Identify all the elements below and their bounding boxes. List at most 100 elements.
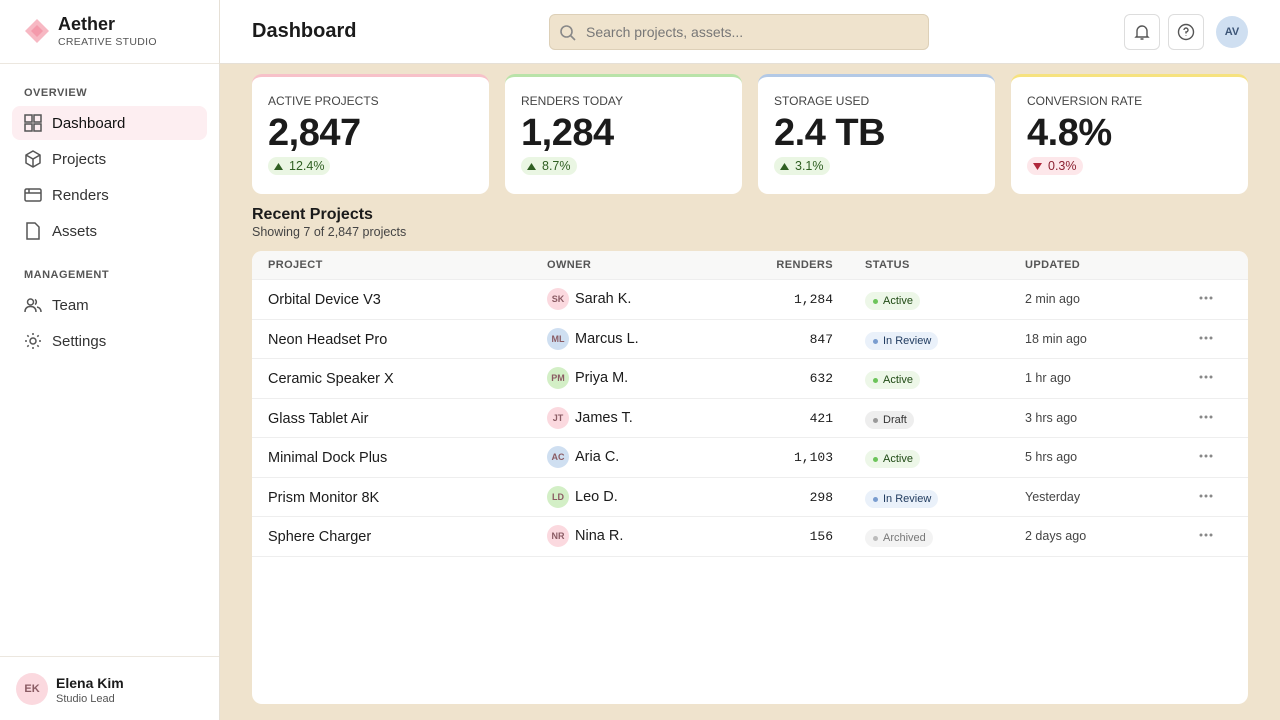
renders: 632 xyxy=(809,371,833,386)
stat-card: STORAGE USED 2.4 TB 3.1% xyxy=(758,74,995,194)
stat-change: 8.7% xyxy=(521,157,577,175)
owner-avatar: LD xyxy=(547,485,569,508)
owner: JT James T. xyxy=(547,406,633,429)
user-profile[interactable]: EK Elena Kim Studio Lead xyxy=(0,656,219,720)
nav-label: Assets xyxy=(52,222,98,240)
help-icon xyxy=(1177,23,1195,41)
row-menu[interactable] xyxy=(1198,488,1214,508)
owner-name: Nina R. xyxy=(575,528,624,544)
stat-change: 12.4% xyxy=(268,157,331,175)
section-subtitle: Showing 7 of 2,847 projects xyxy=(252,225,407,239)
more-icon xyxy=(1199,454,1213,458)
brand-subtitle: CREATIVE STUDIO xyxy=(58,36,157,48)
updated: 2 min ago xyxy=(1025,292,1080,306)
owner-avatar: AC xyxy=(547,446,569,468)
topbar: Dashboard Search projects, assets... AV xyxy=(220,0,1280,64)
table-row[interactable]: Minimal Dock Plus AC Aria C. 1,103 Active 5 h… xyxy=(252,438,1248,478)
owner-name: Aria C. xyxy=(575,449,620,465)
table-row[interactable]: Ceramic Speaker X PM Priya M. 632 Active 1 hr… xyxy=(252,359,1248,399)
owner-avatar: JT xyxy=(547,406,569,429)
project-name: Sphere Charger xyxy=(268,529,372,545)
renders: 1,103 xyxy=(793,450,833,465)
header-avatar[interactable]: AV xyxy=(1216,16,1248,48)
nav-label: Team xyxy=(52,296,89,314)
status-badge: Active xyxy=(865,292,920,310)
owner: ML Marcus L. xyxy=(547,327,639,350)
stat-change-value: 12.4% xyxy=(289,159,325,173)
project-name: Minimal Dock Plus xyxy=(268,450,388,466)
icon xyxy=(25,333,41,349)
status-badge: In Review xyxy=(865,489,939,508)
nav-label: Projects xyxy=(52,150,107,168)
nav-label: Settings xyxy=(52,332,107,350)
table-header: PROJECT OWNER RENDERS STATUS UPDATED xyxy=(252,251,1248,280)
updated: 2 days ago xyxy=(1025,529,1087,543)
nav-item[interactable]: Dashboard xyxy=(12,106,207,140)
search-input[interactable]: Search projects, assets... xyxy=(549,14,929,50)
row-menu[interactable] xyxy=(1198,448,1214,468)
sidebar: Aether CREATIVE STUDIO OVERVIEW Dashboar… xyxy=(0,0,220,720)
project-name: Glass Tablet Air xyxy=(268,410,369,427)
stat-change-value: 8.7% xyxy=(542,159,571,173)
stat-value: 2.4 TB xyxy=(774,112,886,154)
project-name: Neon Headset Pro xyxy=(268,331,388,348)
nav-item[interactable]: Settings xyxy=(12,324,207,358)
nav-label: Dashboard xyxy=(52,114,126,132)
row-menu[interactable] xyxy=(1198,369,1214,389)
row-menu[interactable] xyxy=(1198,290,1214,310)
notifications-button[interactable] xyxy=(1124,14,1160,50)
status-badge: Draft xyxy=(865,410,914,429)
owner-name: Marcus L. xyxy=(575,330,639,347)
owner-name: Priya M. xyxy=(575,370,629,386)
updated: 18 min ago xyxy=(1025,331,1087,346)
row-menu[interactable] xyxy=(1198,527,1214,547)
column-header: OWNER xyxy=(547,259,592,271)
owner-avatar: NR xyxy=(547,525,569,547)
renders: 1,284 xyxy=(793,292,833,307)
trend-arrow xyxy=(780,162,789,170)
project-name: Ceramic Speaker X xyxy=(268,371,394,387)
stat-value: 1,284 xyxy=(521,112,614,154)
trend-arrow xyxy=(274,162,283,170)
renders: 421 xyxy=(809,410,833,426)
project-name: Prism Monitor 8K xyxy=(268,489,380,506)
more-icon xyxy=(1199,296,1213,300)
stat-card: RENDERS TODAY 1,284 8.7% xyxy=(505,74,742,194)
table-row[interactable]: Prism Monitor 8K LD Leo D. 298 In Review Yest… xyxy=(252,478,1248,517)
nav-section: OVERVIEW xyxy=(24,87,88,99)
nav-item[interactable]: Projects xyxy=(12,142,207,176)
stat-value: 4.8% xyxy=(1027,112,1112,154)
status-badge: Active xyxy=(865,450,920,468)
icon xyxy=(25,150,41,168)
nav-item[interactable]: Team xyxy=(12,288,207,322)
table-row[interactable]: Sphere Charger NR Nina R. 156 Archived 2 days… xyxy=(252,517,1248,557)
project-name: Orbital Device V3 xyxy=(268,292,381,308)
stat-change-value: 3.1% xyxy=(795,159,824,173)
row-menu[interactable] xyxy=(1198,330,1214,350)
stat-value: 2,847 xyxy=(268,112,361,154)
help-button[interactable] xyxy=(1168,14,1204,50)
nav-section: MANAGEMENT xyxy=(24,269,110,281)
updated: 3 hrs ago xyxy=(1025,410,1078,425)
owner-name: Leo D. xyxy=(575,488,618,505)
stat-label: RENDERS TODAY xyxy=(521,94,624,108)
nav-item[interactable]: Assets xyxy=(12,214,207,248)
nav-label: Renders xyxy=(52,186,109,204)
table-row[interactable]: Neon Headset Pro ML Marcus L. 847 In Review 1… xyxy=(252,320,1248,359)
icon xyxy=(24,188,42,202)
table-row[interactable]: Orbital Device V3 SK Sarah K. 1,284 Active 2 … xyxy=(252,280,1248,320)
search-icon xyxy=(560,25,576,41)
row-menu[interactable] xyxy=(1198,409,1214,429)
stat-label: STORAGE USED xyxy=(774,94,870,108)
column-header: UPDATED xyxy=(1025,259,1081,271)
logo xyxy=(25,19,49,43)
trend-arrow xyxy=(1033,162,1042,170)
stat-label: ACTIVE PROJECTS xyxy=(268,94,379,108)
owner: PM Priya M. xyxy=(547,367,628,389)
more-icon xyxy=(1199,533,1213,537)
more-icon xyxy=(1199,494,1213,497)
brand: Aether CREATIVE STUDIO xyxy=(0,0,219,64)
nav-item[interactable]: Renders xyxy=(12,178,207,212)
table-row[interactable]: Glass Tablet Air JT James T. 421 Draft 3 hrs … xyxy=(252,399,1248,438)
owner-avatar: SK xyxy=(547,288,569,310)
